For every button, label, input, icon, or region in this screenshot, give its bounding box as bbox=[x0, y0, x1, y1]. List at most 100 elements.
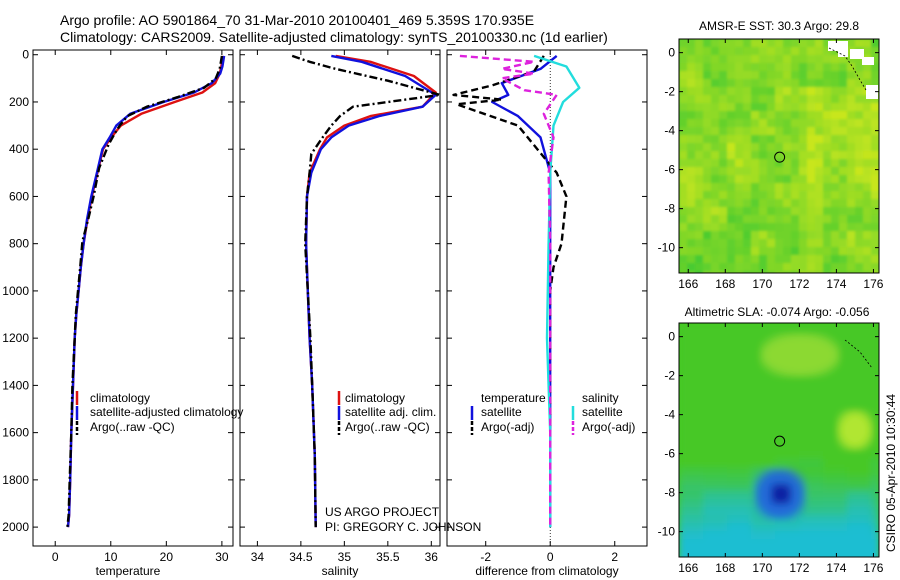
map-cell bbox=[863, 71, 872, 80]
map-cell bbox=[759, 95, 768, 104]
map-cell bbox=[847, 379, 856, 388]
legend-label-climatology: climatology bbox=[90, 391, 150, 405]
map-cell bbox=[823, 143, 832, 152]
map-cell bbox=[839, 379, 848, 388]
map-cell bbox=[735, 499, 744, 508]
x-tick-label: 20 bbox=[160, 550, 174, 564]
map-cell bbox=[847, 363, 856, 372]
map-cell bbox=[799, 515, 808, 524]
map-cell bbox=[679, 539, 688, 548]
x-tick-label: -2 bbox=[480, 550, 491, 564]
map-cell bbox=[791, 191, 800, 200]
map-cell bbox=[719, 531, 728, 540]
map-cell bbox=[855, 263, 864, 272]
map-cell bbox=[743, 215, 752, 224]
map-cell bbox=[871, 47, 879, 56]
map-cell bbox=[695, 539, 704, 548]
map-cell bbox=[759, 395, 768, 404]
map-cell bbox=[783, 39, 792, 48]
map-cell bbox=[727, 555, 736, 557]
map-cell bbox=[711, 403, 720, 412]
map-cell bbox=[807, 63, 816, 72]
map-cell bbox=[759, 55, 768, 64]
map-cell bbox=[743, 191, 752, 200]
map-cell bbox=[815, 531, 824, 540]
map-cell bbox=[871, 103, 879, 112]
map-cell bbox=[847, 355, 856, 364]
map-cell bbox=[783, 127, 792, 136]
map-cell bbox=[767, 63, 776, 72]
map-cell bbox=[783, 95, 792, 104]
map-cell bbox=[727, 411, 736, 420]
map-cell bbox=[863, 223, 872, 232]
map-cell bbox=[711, 387, 720, 396]
map-cell bbox=[695, 271, 704, 273]
land-mask bbox=[862, 57, 874, 65]
map-cell bbox=[823, 371, 832, 380]
map-cell bbox=[711, 207, 720, 216]
map-cell bbox=[703, 395, 712, 404]
map-cell bbox=[807, 539, 816, 548]
map-cell bbox=[799, 151, 808, 160]
map-cell bbox=[679, 339, 688, 348]
map-cell bbox=[719, 71, 728, 80]
map-cell bbox=[743, 451, 752, 460]
map-cell bbox=[679, 395, 688, 404]
map-cell bbox=[815, 175, 824, 184]
salinity-ticks: 34 34.5 35 35.5 36 bbox=[240, 50, 440, 564]
map-cell bbox=[719, 103, 728, 112]
map-cell bbox=[679, 491, 688, 500]
map-cell bbox=[815, 379, 824, 388]
map-cell bbox=[711, 475, 720, 484]
map-cell bbox=[775, 435, 784, 444]
map-cell bbox=[839, 271, 848, 273]
map-cell bbox=[863, 191, 872, 200]
map-cell bbox=[695, 63, 704, 72]
map-cell bbox=[815, 127, 824, 136]
map-cell bbox=[767, 403, 776, 412]
map-cell bbox=[695, 71, 704, 80]
map-cell bbox=[863, 271, 872, 273]
map-cell bbox=[823, 55, 832, 64]
map-cell bbox=[687, 151, 696, 160]
map-cell bbox=[823, 135, 832, 144]
map-cell bbox=[679, 127, 688, 136]
map-cell bbox=[735, 483, 744, 492]
map-cell bbox=[807, 499, 816, 508]
map-cell bbox=[855, 363, 864, 372]
map-cell bbox=[863, 483, 872, 492]
map-cell bbox=[799, 223, 808, 232]
map-cell bbox=[743, 167, 752, 176]
y-tick-label: -2 bbox=[664, 369, 675, 383]
map-cell bbox=[783, 167, 792, 176]
map-cell bbox=[679, 547, 688, 556]
map-cell bbox=[871, 95, 879, 104]
map-cell bbox=[839, 135, 848, 144]
map-cell bbox=[807, 443, 816, 452]
map-cell bbox=[807, 127, 816, 136]
map-cell bbox=[759, 199, 768, 208]
map-cell bbox=[679, 451, 688, 460]
map-cell bbox=[783, 411, 792, 420]
map-cell bbox=[831, 47, 840, 56]
map-cell bbox=[839, 347, 848, 356]
map-cell bbox=[807, 427, 816, 436]
map-cell bbox=[855, 467, 864, 476]
map-cell bbox=[871, 347, 879, 356]
map-cell bbox=[791, 119, 800, 128]
map-cell bbox=[791, 207, 800, 216]
map-cell bbox=[831, 491, 840, 500]
map-cell bbox=[767, 135, 776, 144]
map-cell bbox=[799, 459, 808, 468]
map-cell bbox=[871, 467, 879, 476]
sst-map-title: AMSR-E SST: 30.3 Argo: 29.8 bbox=[699, 19, 859, 33]
map-cell bbox=[815, 111, 824, 120]
map-cell bbox=[855, 239, 864, 248]
map-cell bbox=[847, 371, 856, 380]
map-cell bbox=[719, 427, 728, 436]
map-cell bbox=[863, 411, 872, 420]
map-cell bbox=[823, 271, 832, 273]
map-cell bbox=[791, 111, 800, 120]
map-cell bbox=[799, 451, 808, 460]
map-cell bbox=[743, 111, 752, 120]
